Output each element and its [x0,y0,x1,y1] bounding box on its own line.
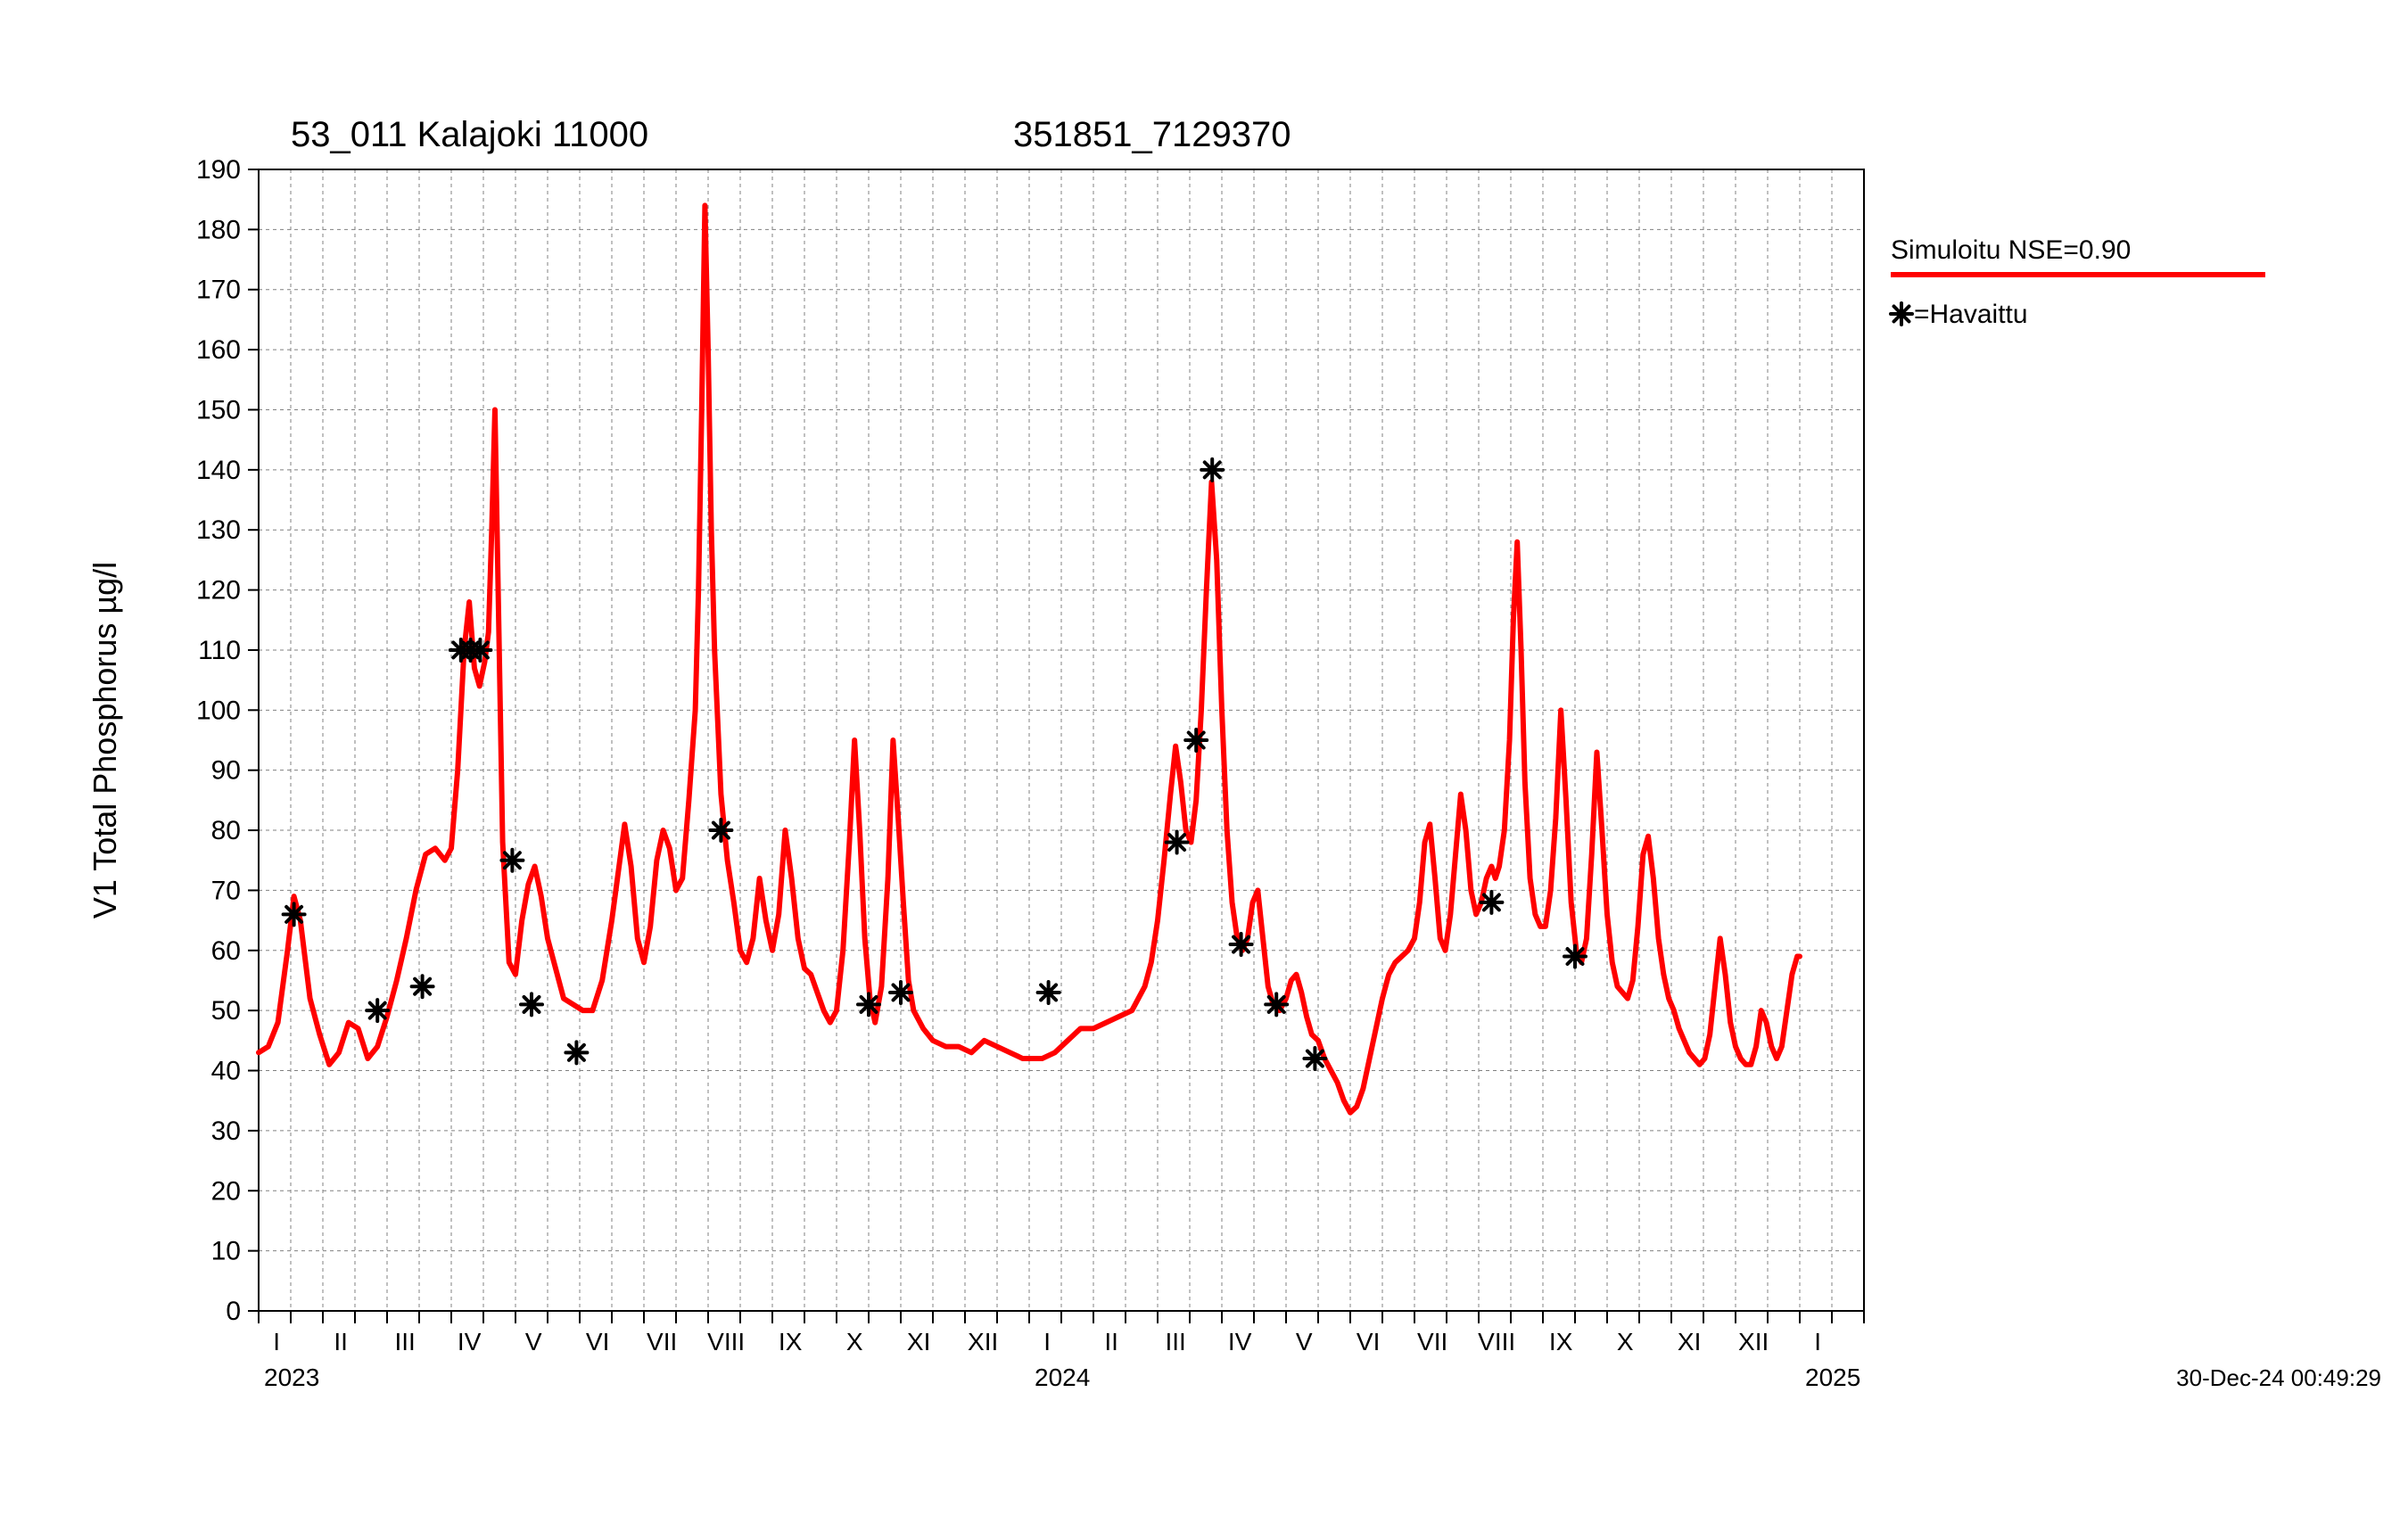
x-month-label: V [525,1328,542,1355]
observed-marker [501,850,523,871]
observed-marker [1038,982,1060,1003]
y-tick-label: 170 [196,276,241,305]
x-month-label: VI [1357,1328,1380,1355]
y-tick-label: 110 [198,636,241,665]
x-month-label: III [1165,1328,1185,1355]
x-month-label: XII [968,1328,998,1355]
y-tick-label: 70 [211,876,241,905]
y-tick-label: 140 [196,456,241,485]
observed-marker [1201,459,1223,481]
x-month-label: VII [1417,1328,1447,1355]
legend-marker-label: =Havaittu [1914,300,2028,329]
y-tick-label: 60 [211,936,241,966]
observed-marker [858,993,879,1015]
x-month-label: VI [586,1328,609,1355]
x-month-label: V [1296,1328,1313,1355]
x-month-label: I [1814,1328,1821,1355]
y-tick-label: 40 [211,1057,241,1086]
x-month-label: X [1617,1328,1634,1355]
x-year-label: 2024 [1035,1364,1090,1391]
observed-marker [1564,946,1586,968]
x-month-label: II [1104,1328,1118,1355]
y-tick-label: 80 [211,816,241,845]
phosphorus-chart: 0 10 20 30 40 50 60 70 80 90 100 110 120 130 140 150 160… [0,0,2408,1516]
observed-marker [710,820,731,841]
timestamp-label: 30-Dec-24 00:49:29 [2176,1364,2381,1391]
x-month-label: VII [647,1328,677,1355]
observed-marker [1185,729,1207,751]
x-year-label: 2025 [1805,1364,1860,1391]
y-tick-label: 180 [196,215,241,244]
y-tick-label: 160 [196,335,241,365]
x-month-label: X [846,1328,863,1355]
y-tick-label: 190 [196,155,241,185]
x-month-label: IX [1549,1328,1573,1355]
x-month-label: I [273,1328,280,1355]
observed-marker [1304,1048,1325,1069]
x-month-label: I [1043,1328,1051,1355]
legend-marker-icon [1891,303,1912,325]
x-month-label: XI [907,1328,930,1355]
observed-marker [1480,892,1502,913]
x-month-label: III [394,1328,415,1355]
y-tick-label: 130 [196,515,241,545]
observed-marker [412,976,433,997]
y-tick-label: 30 [211,1116,241,1146]
chart-title-left: 53_011 Kalajoki 11000 [291,115,648,154]
observed-marker [367,1000,388,1021]
x-year-label: 2023 [264,1364,319,1391]
y-tick-label: 150 [196,395,241,424]
x-month-label: VIII [1478,1328,1515,1355]
x-month-label: IV [458,1328,482,1355]
observed-marker [1231,934,1252,955]
chart-title-right: 351851_7129370 [1013,115,1291,154]
y-axis-label: V1 Total Phosphorus µg/l [87,562,123,919]
observed-marker [1167,832,1188,853]
observed-marker [565,1042,587,1063]
y-tick-label: 10 [211,1237,241,1266]
y-tick-label: 100 [196,696,241,725]
y-tick-label: 90 [211,756,241,786]
x-month-label: XII [1738,1328,1769,1355]
y-tick-label: 0 [226,1297,241,1326]
x-month-label: XI [1678,1328,1701,1355]
y-tick-label: 50 [211,996,241,1026]
legend-line-label: Simuloitu NSE=0.90 [1891,235,2131,265]
observed-marker [1266,993,1287,1015]
observed-marker [284,903,305,925]
x-month-label: VIII [707,1328,745,1355]
x-month-label: IV [1228,1328,1252,1355]
y-tick-label: 120 [196,576,241,606]
y-tick-label: 20 [211,1176,241,1206]
x-month-label: IX [779,1328,803,1355]
observed-marker [521,993,542,1015]
observed-marker [890,982,911,1003]
x-month-label: II [334,1328,348,1355]
observed-marker [469,639,491,661]
